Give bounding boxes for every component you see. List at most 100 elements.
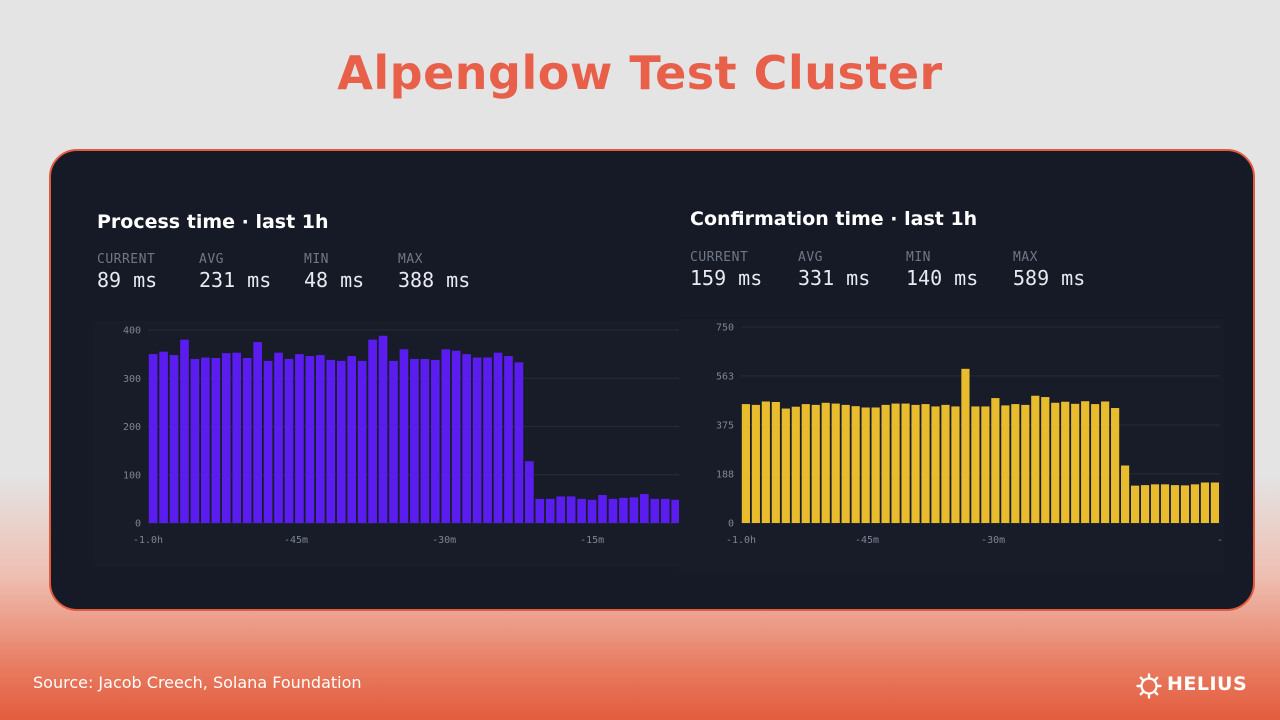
bar [180,339,189,523]
stat-value: 89 ms [97,268,158,292]
bar [159,351,168,523]
stat-current: CURRENT 159 ms [690,250,762,290]
bar [761,401,770,523]
bar [399,349,409,523]
bar [451,350,461,523]
stat-label: CURRENT [97,252,156,267]
bar [441,349,451,523]
bar [493,352,503,523]
bar [263,360,273,523]
bar [861,407,870,523]
bar [951,406,960,523]
bar [901,403,910,523]
bar [410,358,419,523]
process-time-chart: 0 100 200 300 400 -1.0h -45m -30m -15m [93,321,683,567]
bar [821,402,830,523]
bar [389,360,398,523]
y-tick-label: 0 [135,519,141,530]
bar [274,352,283,523]
y-tick-label: 0 [728,519,734,530]
stat-value: 231 ms [199,268,272,292]
y-tick-label: 400 [123,326,141,337]
x-tick-label: -1.0h [133,535,163,546]
x-tick-label: -15m [580,535,604,546]
bar [1170,485,1180,523]
bar [1081,401,1090,523]
bar [1021,404,1030,523]
bar [911,404,920,523]
bar [921,404,930,523]
stat-max: MAX 589 ms [1013,250,1085,290]
bar [326,359,336,523]
bar [221,353,231,523]
confirmation-time-chart: 0 188 375 563 750 -1.0h -45m -30m - [679,319,1224,572]
bar [368,339,377,523]
bar [751,404,760,523]
stat-value: 48 ms [304,268,365,292]
bar [1011,404,1020,523]
bar [1121,465,1130,523]
stat-min: MIN 48 ms [304,252,364,292]
bar [831,403,840,523]
bar [336,360,346,523]
stat-max: MAX 388 ms [398,252,470,292]
stat-value: 331 ms [798,266,871,290]
stat-label: MIN [304,252,329,267]
bar [556,496,566,523]
bar [811,404,820,523]
bar [791,406,800,523]
y-tick-label: 200 [123,422,141,433]
bar [991,398,1000,523]
bar [535,498,545,524]
bar [148,354,158,524]
bar [514,362,524,523]
x-tick-label: -30m [432,535,456,546]
bar [1071,403,1080,523]
bar [232,352,242,523]
bar [851,406,860,523]
slide-title: Alpenglow Test Cluster [337,46,943,100]
bar [1091,404,1100,523]
bar [801,404,810,523]
process-time-title: Process time · last 1h [97,211,329,233]
bar [660,498,670,524]
stat-value: 388 ms [398,268,471,292]
stat-label: MAX [398,252,423,267]
bar [871,407,880,523]
bar [629,497,639,523]
helius-logo-icon [1136,673,1162,699]
stat-current: CURRENT 89 ms [97,252,157,292]
bar [1051,402,1060,523]
bar [211,357,221,523]
y-tick-label: 563 [716,371,734,382]
bar [981,406,990,523]
stat-avg: AVG 231 ms [199,252,271,292]
bar [1200,482,1210,523]
bar [295,354,304,524]
x-tick-label: -30m [981,535,1005,546]
bar [420,358,430,523]
stat-label: MIN [906,250,931,265]
bar [971,406,980,523]
bar [316,355,325,523]
stat-value: 589 ms [1013,266,1086,290]
stat-label: MAX [1013,250,1038,265]
bar [305,356,315,523]
helius-logo-text: HELIUS [1167,673,1248,695]
bar [771,402,780,523]
bar [1160,484,1170,523]
bar [1180,485,1190,523]
stat-value: 159 ms [690,266,763,290]
bar [1101,401,1110,523]
bar [1210,482,1219,523]
bar [1041,397,1050,523]
y-tick-label: 375 [716,421,734,432]
bar [881,404,890,523]
bar [284,358,294,523]
x-tick-label: - [1217,535,1223,546]
bar [640,494,649,523]
x-tick-label: -45m [855,535,879,546]
bar [841,404,850,523]
bar [598,495,607,523]
bar [1130,485,1140,523]
